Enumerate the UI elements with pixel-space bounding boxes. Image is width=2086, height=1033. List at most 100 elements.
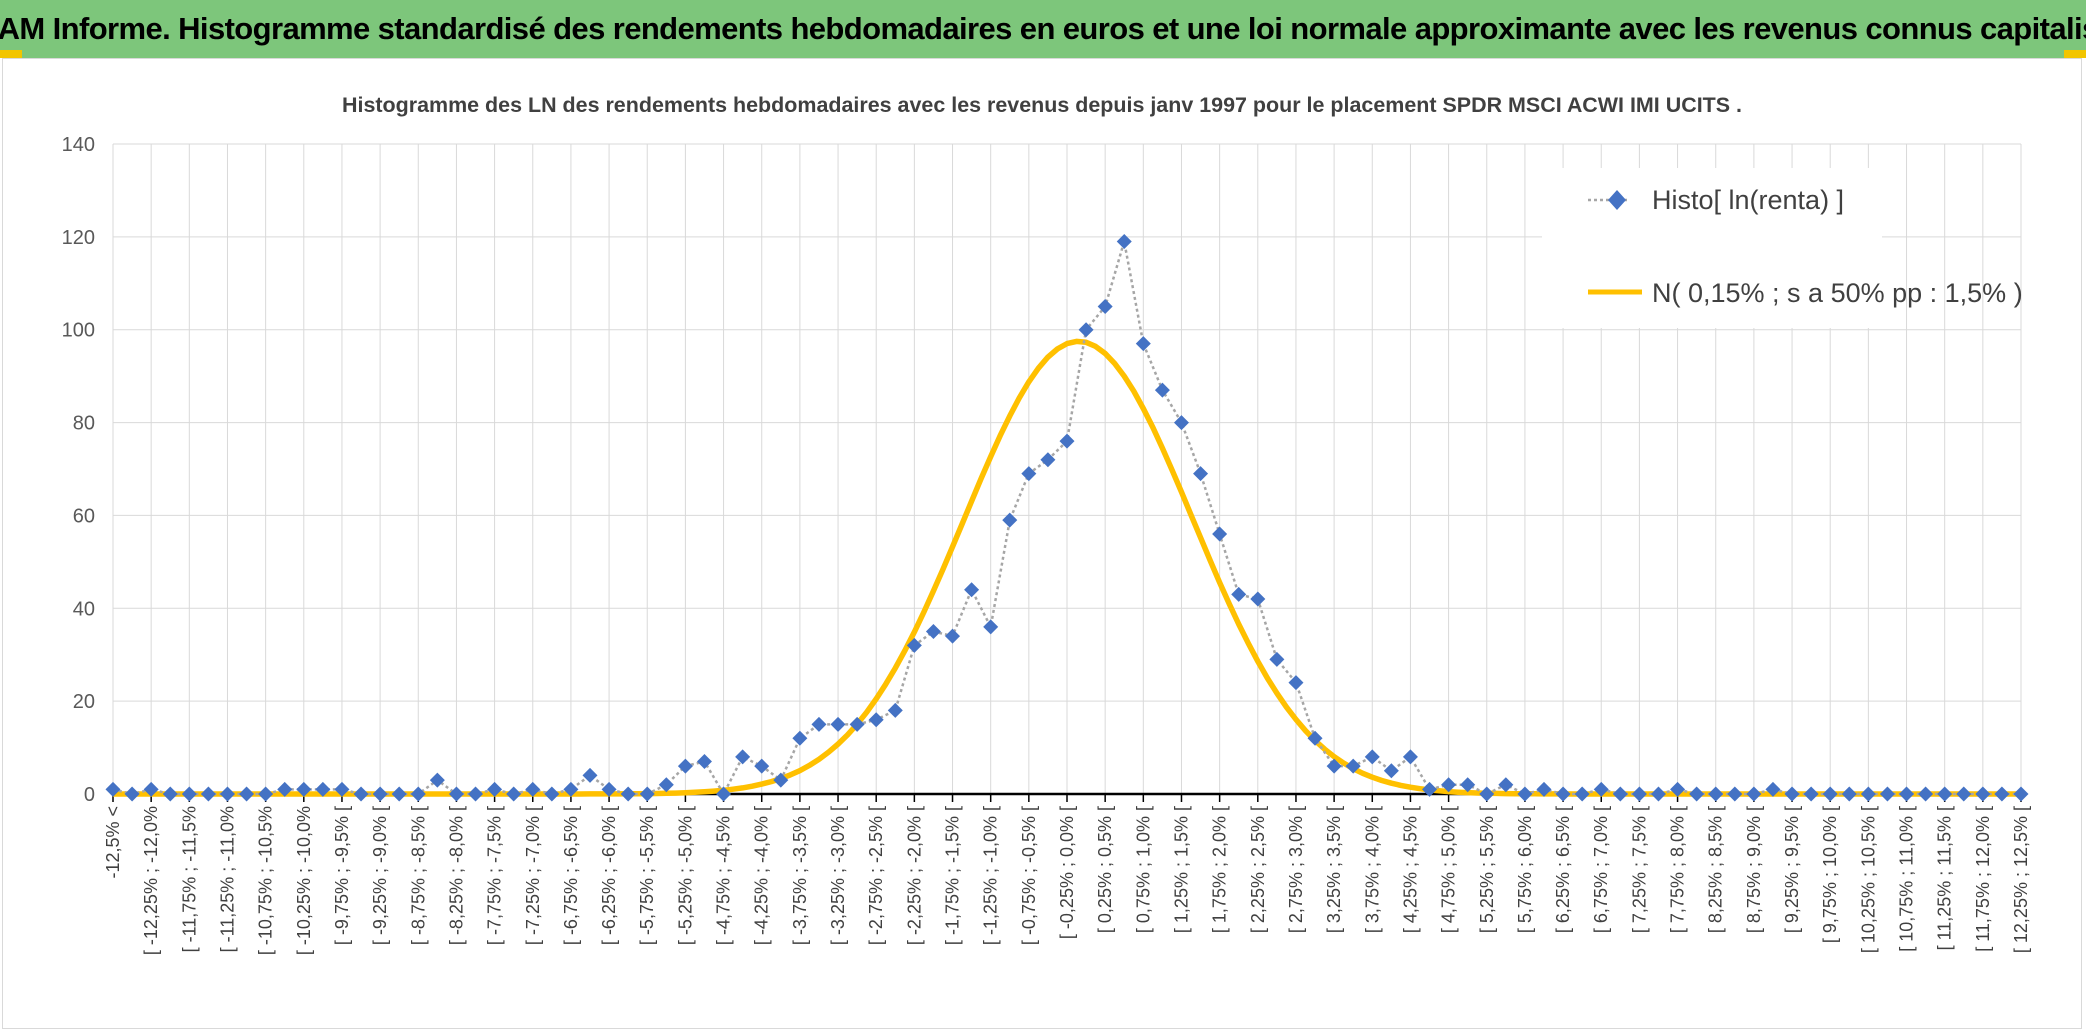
x-tick-label: [ 3,75% ; 4,0% [: [1362, 806, 1382, 933]
histogram-point: [925, 624, 941, 639]
histogram-point: [1975, 786, 1991, 802]
histogram-point: [1116, 234, 1132, 249]
histogram-point: [945, 628, 961, 644]
histogram-point: [1364, 749, 1380, 765]
histogram-point: [487, 781, 503, 797]
histogram-point: [677, 758, 693, 774]
x-tick-label: [ -5,25% ; -5,0% [: [675, 806, 695, 945]
x-tick-label: [ -6,75% ; -6,5% [: [561, 806, 581, 945]
histogram-point: [468, 786, 484, 802]
histogram-point: [1899, 786, 1915, 802]
report-title: ADAM Informe. Histogramme standardisé de…: [0, 11, 2086, 46]
x-tick-label: [ 9,25% ; 9,5% [: [1782, 806, 1802, 933]
x-tick-label: [ -7,25% ; -7,0% [: [523, 806, 543, 945]
histogram-point: [1479, 786, 1495, 802]
x-tick-label: [ 2,75% ; 3,0% [: [1286, 806, 1306, 933]
x-tick-label: [ 5,75% ; 6,0% [: [1515, 806, 1535, 933]
x-tick-label: [ 5,25% ; 5,5% [: [1477, 806, 1497, 933]
x-tick-label: [ -5,75% ; -5,5% [: [637, 806, 657, 945]
x-tick-label: [ -2,25% ; -2,0% [: [904, 806, 924, 945]
histogram-point: [162, 786, 178, 802]
y-tick-label: 100: [62, 320, 95, 342]
y-tick-label: 80: [73, 413, 95, 435]
histogram-point: [1555, 786, 1571, 802]
histogram-point: [1994, 786, 2010, 802]
x-tick-label: [ -0,75% ; -0,5% [: [1019, 806, 1039, 945]
histogram-point: [754, 758, 770, 774]
legend-histo-marker: [1608, 190, 1626, 210]
histogram-point: [1307, 730, 1323, 746]
x-tick-label: [ 6,75% ; 7,0% [: [1591, 806, 1611, 933]
corner-accent-left: [0, 50, 22, 58]
x-tick-label: [ 4,75% ; 5,0% [: [1439, 806, 1459, 933]
x-tick-label: [ 6,25% ; 6,5% [: [1553, 806, 1573, 933]
histogram-point: [1040, 452, 1056, 468]
y-tick-label: 120: [62, 227, 95, 249]
histogram-point: [239, 786, 255, 802]
histogram-point: [1021, 466, 1037, 482]
histogram-point: [1517, 786, 1533, 802]
x-tick-label: [ 0,75% ; 1,0% [: [1133, 806, 1153, 933]
histogram-point: [620, 786, 636, 802]
histogram-point: [1212, 526, 1228, 542]
histogram-point: [735, 749, 751, 765]
x-tick-label: [ 11,75% ; 12,0% [: [1973, 806, 1993, 952]
histogram-point: [906, 637, 922, 653]
histogram-point: [1231, 586, 1247, 602]
x-tick-label: [ 10,25% ; 10,5% [: [1858, 806, 1878, 953]
histogram-point: [1402, 749, 1418, 765]
histogram-point: [716, 786, 732, 802]
histogram-point: [658, 777, 674, 793]
histogram-point: [1059, 433, 1075, 449]
x-tick-label: [ 1,25% ; 1,5% [: [1171, 806, 1191, 933]
histogram-point: [964, 582, 980, 598]
histogram-point: [773, 772, 789, 788]
histogram-point: [1784, 786, 1800, 802]
histogram-point: [1956, 786, 1972, 802]
histogram-point: [372, 786, 388, 802]
histogram-point: [1441, 777, 1457, 793]
histogram-point: [1422, 781, 1438, 797]
x-tick-label: [ 11,25% ; 11,5% [: [1935, 806, 1955, 950]
x-tick-label: [ -8,25% ; -8,0% [: [446, 806, 466, 945]
histogram-point: [1536, 781, 1552, 797]
histogram-point: [696, 754, 712, 769]
x-tick-label: [ 8,25% ; 8,5% [: [1706, 806, 1726, 933]
histogram-point: [1803, 786, 1819, 802]
x-tick-label: [ -4,25% ; -4,0% [: [752, 806, 772, 945]
histogram-point: [1498, 777, 1514, 793]
x-tick-label: [ -8,75% ; -8,5% [: [408, 806, 428, 945]
histogram-series: [105, 234, 2029, 802]
histogram-point: [983, 619, 999, 635]
x-tick-label: [ -11,25% ; -11,0%: [217, 806, 237, 952]
histogram-point: [1326, 758, 1342, 774]
histogram-point: [448, 786, 464, 802]
legend-normal-label: N( 0,15% ; s a 50% pp : 1,5% ): [1652, 278, 2023, 308]
chart-frame: [2, 58, 2082, 1029]
histogram-point: [1078, 322, 1094, 338]
histogram-point: [1765, 781, 1781, 797]
histogram-point: [315, 781, 331, 797]
legend-histo-label: Histo[ ln(renta) ]: [1652, 185, 1844, 215]
histogram-point: [830, 716, 846, 732]
report-banner: ADAM Informe. Histogramme standardisé de…: [0, 0, 2086, 58]
histogram-point: [1574, 786, 1590, 802]
histogram-point: [277, 781, 293, 797]
x-tick-label: [ 1,75% ; 2,0% [: [1210, 806, 1230, 933]
histogram-point: [1154, 382, 1170, 398]
x-tick-label: [ 10,75% ; 11,0% [: [1897, 806, 1917, 952]
histogram-point: [1135, 336, 1151, 352]
x-tick-label: [ -1,25% ; -1,0% [: [981, 806, 1001, 945]
histogram-point: [353, 786, 369, 802]
histogram-point: [219, 786, 235, 802]
x-tick-label: [ -9,75% ; -9,5% [: [332, 806, 352, 945]
x-tick-label: -12,5% <: [103, 806, 123, 879]
histogram-point: [410, 786, 426, 802]
x-tick-label: [ 12,25% ; 12,5% [: [2011, 806, 2031, 953]
histogram-point: [1593, 781, 1609, 797]
x-tick-label: [ -4,75% ; -4,5% [: [714, 806, 734, 945]
histogram-point: [391, 786, 407, 802]
histogram-point: [1689, 786, 1705, 802]
histogram-point: [792, 730, 808, 746]
